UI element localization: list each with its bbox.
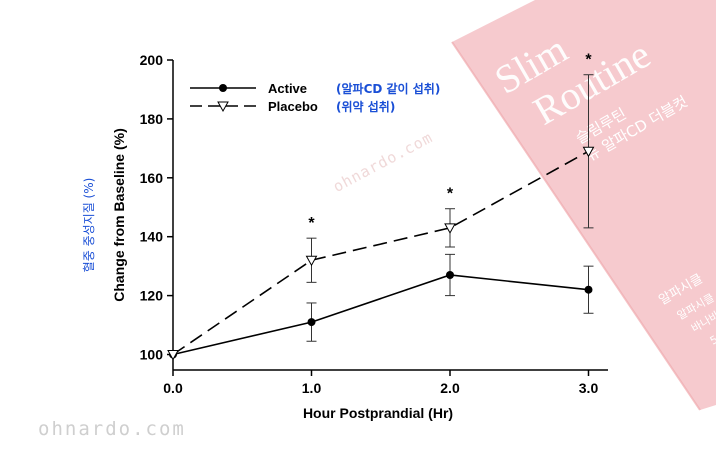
series-placebo xyxy=(167,74,595,361)
y-axis-ticks: 100 120 140 160 180 200 xyxy=(140,52,173,363)
legend-placebo-marker xyxy=(217,101,229,113)
series-line xyxy=(172,150,589,356)
significance-marker: * xyxy=(585,52,592,69)
product-box-edge xyxy=(451,41,701,411)
legend-placebo-annotation: (위약 섭취) xyxy=(336,99,395,114)
legend-active-marker xyxy=(219,84,227,92)
y-axis-annotation: 혈중 중성지질 (%) xyxy=(82,178,96,273)
legend-active-annotation: (알파CD 같이 섭취) xyxy=(336,81,440,96)
legend: Active (알파CD 같이 섭취) Placebo (위약 섭취) xyxy=(190,81,440,114)
legend-placebo-label: Placebo xyxy=(268,99,318,114)
product-box-shape xyxy=(452,0,716,410)
y-axis-label: Change from Baseline (%) xyxy=(111,128,127,301)
x-axis-label: Hour Postprandial (Hr) xyxy=(303,405,453,421)
series-line xyxy=(172,274,589,356)
significance-marker: * xyxy=(308,215,315,232)
data-point xyxy=(582,146,595,158)
x-tick-label: 2.0 xyxy=(440,380,460,396)
y-tick-label: 100 xyxy=(140,347,164,363)
data-point xyxy=(584,285,593,294)
data-point xyxy=(305,255,318,267)
significance-marker: * xyxy=(447,186,454,203)
x-tick-label: 3.0 xyxy=(579,380,599,396)
product-lower-line4: 56 xyxy=(708,329,716,347)
series-active xyxy=(169,253,594,359)
y-tick-label: 200 xyxy=(140,52,164,68)
x-axis-ticks: 0.0 1.0 2.0 3.0 xyxy=(163,370,598,396)
data-point xyxy=(446,270,454,279)
data-point xyxy=(444,223,456,234)
product-box-image: Slim Routine 슬림루틴 뉴 알파CD 더블컷 알파시클 알파시클 바… xyxy=(451,0,716,411)
data-point xyxy=(167,350,179,361)
series-layer: * * * xyxy=(167,52,595,361)
y-tick-label: 120 xyxy=(140,288,164,304)
watermark-text: ohnardo.com xyxy=(38,418,186,440)
y-tick-label: 160 xyxy=(140,170,164,186)
y-tick-label: 180 xyxy=(140,111,164,127)
x-tick-label: 0.0 xyxy=(163,380,183,396)
data-point xyxy=(307,318,316,327)
y-tick-label: 140 xyxy=(140,229,164,245)
x-tick-label: 1.0 xyxy=(302,380,322,396)
legend-active-label: Active xyxy=(268,81,307,96)
